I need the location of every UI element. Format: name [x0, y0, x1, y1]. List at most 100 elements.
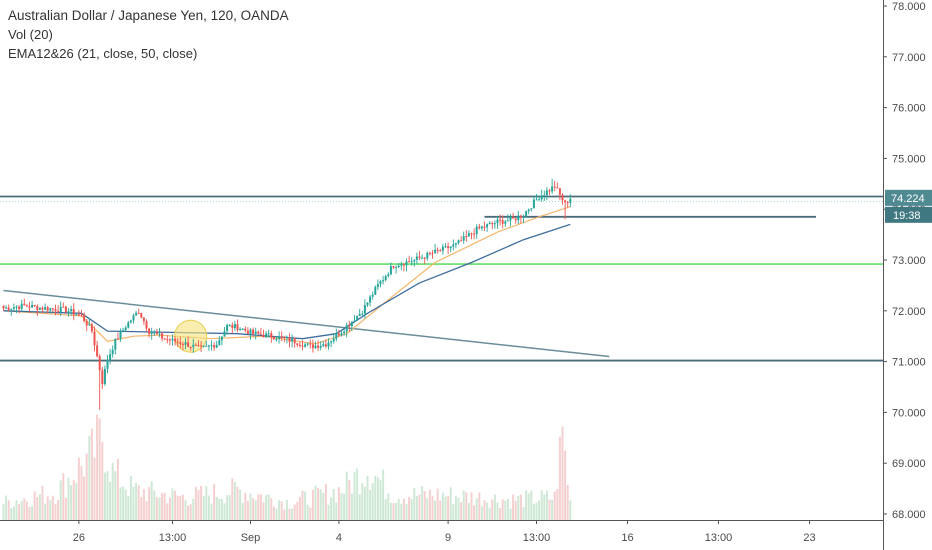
volume-bar [10, 508, 13, 520]
last-price-badge [885, 189, 932, 206]
volume-bar [168, 497, 171, 520]
candle-body [168, 339, 171, 341]
candle-body [140, 313, 143, 318]
volume-bar [83, 476, 86, 520]
volume-bar [434, 500, 437, 520]
volume-bar [395, 502, 398, 520]
volume-bar [296, 501, 299, 520]
candle-body [44, 307, 47, 310]
candle-body [28, 306, 31, 308]
volume-bar [376, 477, 379, 520]
volume-bar [460, 502, 463, 520]
candle-body [278, 336, 281, 339]
volume-bar [67, 477, 70, 520]
volume-bar [551, 499, 554, 520]
candles [2, 178, 572, 410]
volume-bar [70, 485, 73, 520]
volume-bar [545, 490, 548, 520]
candle-body [23, 303, 26, 306]
candle-body [348, 325, 351, 327]
candle-body [530, 208, 533, 210]
candle-body [51, 308, 54, 310]
candle-body [64, 306, 67, 313]
candle-body [62, 306, 65, 308]
candle-body [499, 219, 502, 221]
candle-body [548, 190, 551, 192]
volume-bar [220, 498, 223, 520]
volume-bar [174, 490, 177, 520]
volume-bar [413, 487, 416, 520]
candle-body [7, 307, 10, 310]
candle-body [207, 345, 210, 347]
candle-body [109, 354, 112, 360]
candle-body [5, 307, 8, 309]
candle-body [236, 324, 239, 331]
volume-bar [538, 500, 541, 520]
volume-bar [561, 426, 564, 520]
horizontal-lines[interactable] [0, 195, 883, 362]
candle-body [158, 333, 161, 335]
volume-bar [233, 481, 236, 520]
candle-body [504, 221, 507, 224]
volume-bar [145, 501, 148, 520]
candle-body [488, 223, 491, 225]
volume-bar [345, 471, 348, 520]
volume-bar [288, 508, 291, 520]
candle-body [363, 305, 366, 314]
candle-body [106, 359, 109, 369]
volume-bar [335, 502, 338, 520]
trend-line[interactable] [3, 289, 610, 358]
candle-body [75, 314, 78, 316]
volume-bar [322, 492, 325, 520]
candle-body [327, 342, 330, 347]
volume-bar [101, 441, 104, 520]
candle-body [38, 307, 41, 310]
volume-bar [59, 480, 62, 520]
volume-bar [202, 496, 205, 520]
volume-bar [514, 501, 517, 520]
candle-body [111, 349, 114, 355]
volume-bar [519, 494, 522, 520]
candle-body [423, 257, 426, 259]
volume-bar [556, 488, 559, 520]
volume-bar [504, 500, 507, 520]
candle-body [54, 308, 57, 311]
candle-body [280, 336, 283, 338]
volume-bar [387, 493, 390, 520]
volume-bar [98, 418, 101, 520]
volume-bar [421, 486, 424, 520]
candle-body [478, 226, 481, 229]
volume-bar [137, 485, 140, 520]
x-tick-label: 26 [73, 532, 85, 544]
candle-body [426, 252, 429, 259]
volume-bar [517, 495, 520, 520]
volume-bar [483, 500, 486, 520]
candle-body [353, 320, 356, 322]
volume-bar [241, 502, 244, 520]
volume-bar [475, 498, 478, 520]
volume-bar [278, 500, 281, 520]
last-price-text: 74.224 [891, 193, 925, 205]
volume-bars [2, 414, 572, 520]
volume-bar [155, 497, 158, 520]
volume-bar [64, 497, 67, 520]
volume-bar [179, 496, 182, 520]
volume-bar [491, 499, 494, 520]
candle-body [298, 344, 301, 346]
volume-bar [389, 502, 392, 520]
candle-body [405, 261, 408, 266]
y-tick-label: 78.000 [892, 1, 926, 13]
y-tick-label: 70.000 [892, 407, 926, 419]
candle-body [397, 265, 400, 268]
volume-bar [25, 501, 28, 520]
volume-bar [410, 499, 413, 520]
candle-body [210, 345, 213, 347]
candle-body [223, 331, 226, 337]
candle-body [452, 244, 455, 247]
candle-body [184, 342, 187, 345]
candle-body [142, 317, 145, 322]
candle-body [18, 306, 21, 309]
volume-bar [259, 494, 262, 520]
candle-body [57, 310, 60, 312]
